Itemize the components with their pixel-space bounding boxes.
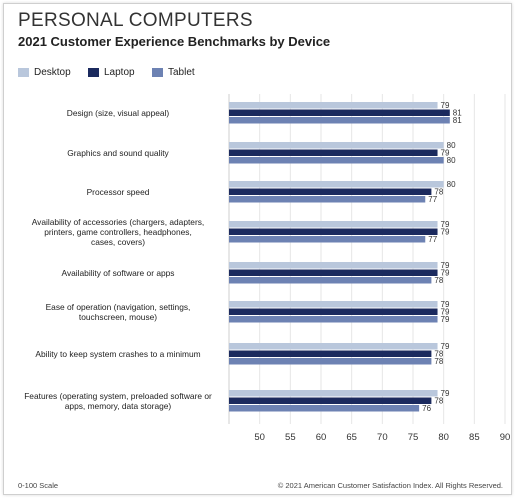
bar-tablet-5 — [229, 277, 432, 284]
category-label-5: Availability of software or apps — [62, 268, 175, 278]
x-tick-label-50: 50 — [254, 432, 265, 443]
bar-desktop-8 — [229, 390, 438, 397]
legend-label-tablet: Tablet — [168, 67, 195, 78]
value-label-laptop-1: 81 — [453, 109, 462, 118]
value-label-tablet-1: 81 — [453, 116, 462, 125]
value-label-tablet-4: 77 — [428, 235, 437, 244]
value-label-tablet-6: 79 — [441, 315, 450, 324]
category-label-4: Availability of accessories (chargers, a… — [32, 217, 205, 247]
bar-desktop-6 — [229, 301, 438, 308]
legend-swatch-laptop — [88, 68, 99, 77]
value-label-laptop-2: 79 — [441, 149, 450, 158]
chart-frame — [3, 3, 512, 495]
x-tick-label-55: 55 — [285, 432, 296, 443]
value-label-tablet-8: 76 — [422, 404, 431, 413]
value-label-desktop-4: 79 — [441, 220, 450, 229]
category-label-3: Processor speed — [87, 187, 150, 197]
value-label-desktop-6: 79 — [441, 300, 450, 309]
value-label-tablet-7: 78 — [434, 357, 443, 366]
bar-laptop-8 — [229, 397, 432, 404]
x-tick-label-60: 60 — [316, 432, 327, 443]
legend-item-tablet: Tablet — [152, 67, 195, 78]
bar-desktop-2 — [229, 142, 444, 149]
legend-label-laptop: Laptop — [104, 67, 135, 78]
category-label-2: Graphics and sound quality — [67, 148, 169, 158]
bar-laptop-7 — [229, 350, 432, 357]
bar-desktop-7 — [229, 343, 438, 350]
bar-tablet-4 — [229, 236, 426, 243]
value-label-tablet-3: 77 — [428, 195, 437, 204]
legend-swatch-tablet — [152, 68, 163, 77]
category-label-6: Ease of operation (navigation, settings,… — [46, 302, 191, 322]
category-label-7: Ability to keep system crashes to a mini… — [35, 349, 200, 359]
bar-desktop-1 — [229, 102, 438, 109]
bar-laptop-5 — [229, 269, 438, 276]
bar-tablet-1 — [229, 117, 450, 124]
value-label-desktop-7: 79 — [441, 342, 450, 351]
chart-title: PERSONAL COMPUTERS — [18, 10, 253, 31]
value-label-laptop-8: 78 — [434, 397, 443, 406]
category-label-1: Design (size, visual appeal) — [67, 108, 170, 118]
bar-tablet-7 — [229, 358, 432, 365]
value-label-laptop-4: 79 — [441, 228, 450, 237]
copyright: © 2021 American Customer Satisfaction In… — [277, 481, 503, 490]
bar-tablet-2 — [229, 157, 444, 164]
bar-laptop-6 — [229, 308, 438, 315]
bar-desktop-5 — [229, 262, 438, 269]
bar-tablet-6 — [229, 316, 438, 323]
bar-desktop-4 — [229, 221, 438, 228]
bar-desktop-3 — [229, 181, 444, 188]
value-label-laptop-7: 78 — [434, 350, 443, 359]
bar-laptop-4 — [229, 228, 438, 235]
bar-laptop-3 — [229, 188, 432, 195]
x-tick-label-85: 85 — [469, 432, 480, 443]
bar-laptop-1 — [229, 109, 450, 116]
legend-item-laptop: Laptop — [88, 67, 135, 78]
legend-label-desktop: Desktop — [34, 67, 71, 78]
x-tick-label-80: 80 — [438, 432, 449, 443]
x-tick-label-75: 75 — [408, 432, 419, 443]
x-tick-label-70: 70 — [377, 432, 388, 443]
value-label-desktop-3: 80 — [447, 180, 456, 189]
value-label-laptop-3: 78 — [434, 188, 443, 197]
legend-item-desktop: Desktop — [18, 67, 71, 78]
bar-tablet-3 — [229, 196, 426, 203]
value-label-desktop-8: 79 — [441, 389, 450, 398]
value-label-desktop-5: 79 — [441, 261, 450, 270]
bar-laptop-2 — [229, 149, 438, 156]
value-label-tablet-5: 78 — [434, 276, 443, 285]
x-tick-label-90: 90 — [500, 432, 511, 443]
scale-note: 0-100 Scale — [18, 481, 59, 490]
bar-tablet-8 — [229, 405, 420, 412]
value-label-laptop-5: 79 — [441, 269, 450, 278]
value-label-desktop-2: 80 — [447, 141, 456, 150]
value-label-tablet-2: 80 — [447, 156, 456, 165]
category-label-8: Features (operating system, preloaded so… — [24, 391, 212, 411]
legend-swatch-desktop — [18, 68, 29, 77]
chart-subtitle: 2021 Customer Experience Benchmarks by D… — [18, 34, 331, 49]
x-tick-label-65: 65 — [346, 432, 357, 443]
value-label-desktop-1: 79 — [441, 101, 450, 110]
value-label-laptop-6: 79 — [441, 308, 450, 317]
